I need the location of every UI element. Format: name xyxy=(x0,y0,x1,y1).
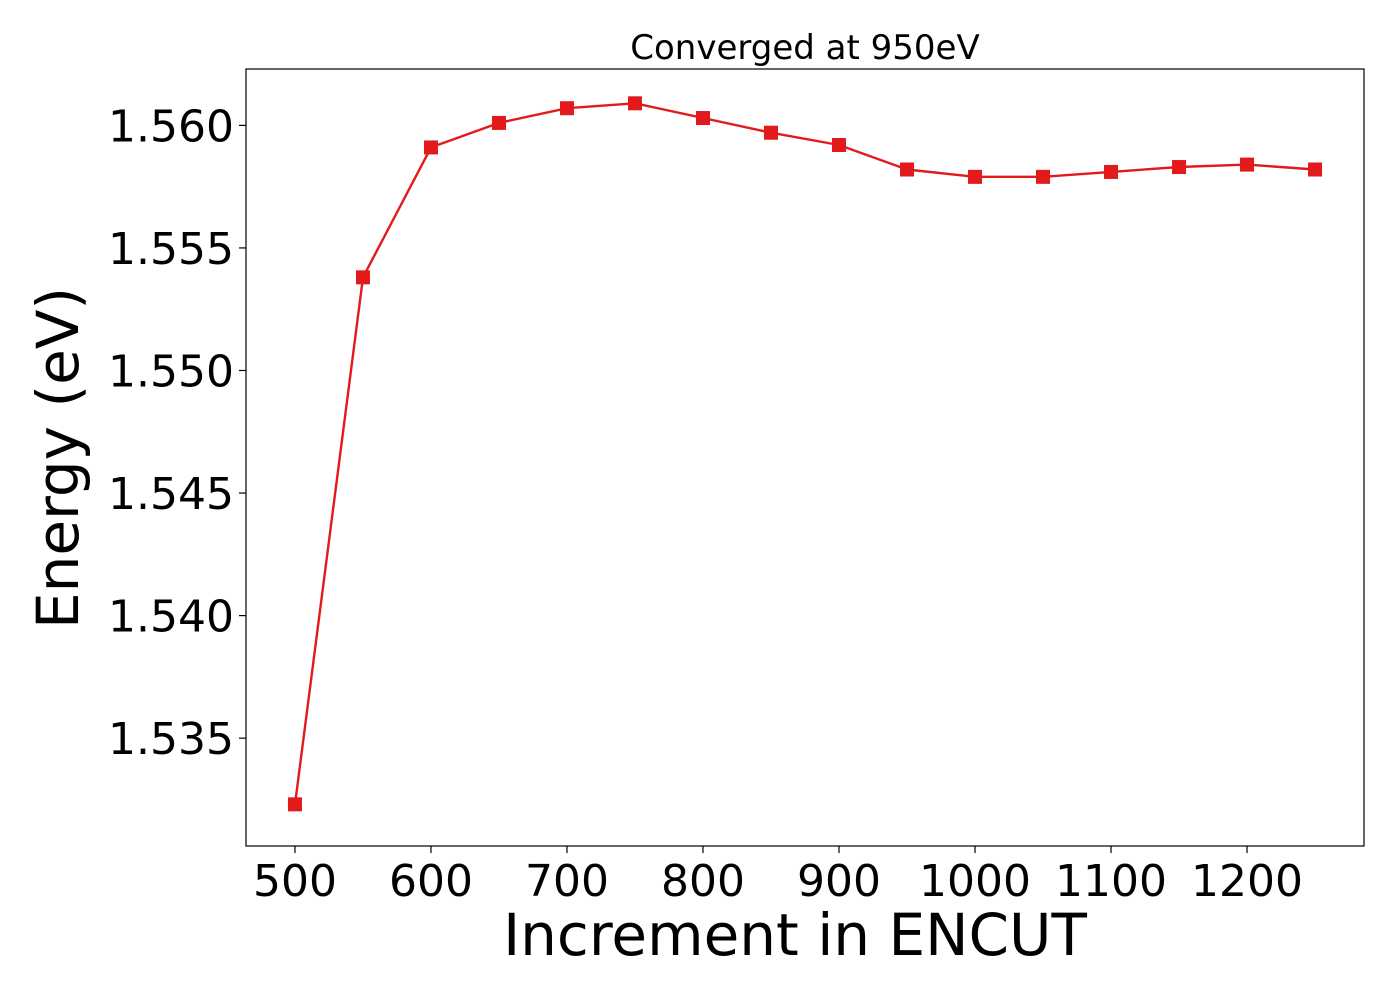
data-point-marker xyxy=(491,115,506,130)
y-tick-label: 1.560 xyxy=(108,101,234,152)
data-point-marker xyxy=(627,96,642,111)
data-point-marker xyxy=(900,162,915,177)
x-tick-label: 1100 xyxy=(1055,856,1167,907)
data-point-marker xyxy=(423,140,438,155)
data-point-marker xyxy=(1308,162,1323,177)
data-point-marker xyxy=(1172,160,1187,175)
data-point-marker xyxy=(355,270,370,285)
data-point-marker xyxy=(1036,169,1051,184)
x-tick-label: 800 xyxy=(661,856,745,907)
data-point-marker xyxy=(832,137,847,152)
data-point-marker xyxy=(287,797,302,812)
x-tick-label: 700 xyxy=(525,856,609,907)
y-tick-label: 1.545 xyxy=(108,469,234,520)
y-tick-label: 1.550 xyxy=(108,346,234,397)
data-point-marker xyxy=(968,169,983,184)
y-axis-label: Energy (eV) xyxy=(24,287,92,629)
x-tick-label: 1200 xyxy=(1191,856,1303,907)
data-point-marker xyxy=(559,101,574,116)
y-tick-label: 1.535 xyxy=(108,714,234,765)
data-point-marker xyxy=(763,125,778,140)
x-tick-label: 500 xyxy=(253,856,337,907)
data-point-marker xyxy=(695,111,710,126)
x-axis-label: Increment in ENCUT xyxy=(503,901,1087,969)
y-tick-label: 1.555 xyxy=(108,224,234,275)
x-tick-label: 900 xyxy=(797,856,881,907)
x-tick-label: 1000 xyxy=(919,856,1031,907)
series-line xyxy=(293,102,1316,805)
data-point-marker xyxy=(1104,164,1119,179)
y-tick-label: 1.540 xyxy=(108,592,234,643)
x-tick-label: 600 xyxy=(389,856,473,907)
plot-frame xyxy=(245,68,1365,847)
data-point-marker xyxy=(1240,157,1255,172)
chart-title: Converged at 950eV xyxy=(630,28,979,68)
